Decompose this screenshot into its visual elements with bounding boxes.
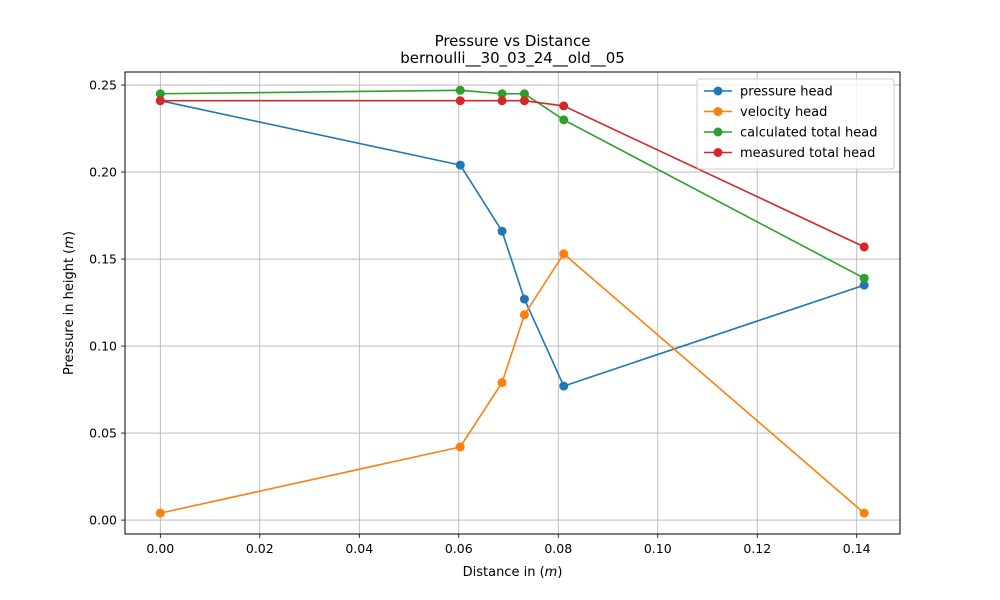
data-point-pressure-head <box>519 294 529 304</box>
y-tick-label: 0.10 <box>89 339 117 354</box>
x-tick-label: 0.10 <box>644 541 672 556</box>
legend-marker-pressure-head <box>713 86 723 96</box>
data-point-velocity-head <box>859 508 869 518</box>
series-line-calculated-total-head <box>160 89 865 279</box>
y-axis-label-end: ) <box>62 231 77 236</box>
y-tick-label: 0.15 <box>89 252 117 267</box>
legend-marker-measured-total-head <box>713 148 723 157</box>
chart-subtitle: bernoulli__30_03_24__old__05 <box>400 49 625 68</box>
x-axis-label-var: m <box>545 565 558 580</box>
x-axis-ticks: 0.00 0.02 0.04 0.06 0.08 0.10 0.12 0.14 <box>146 534 871 556</box>
data-point-measured-total-head <box>455 96 465 106</box>
y-tick-label: 0.00 <box>89 513 117 528</box>
legend-box <box>696 78 895 170</box>
series-velocity-head <box>155 249 869 518</box>
data-point-velocity-head <box>155 508 165 518</box>
series-line-measured-total-head <box>160 99 865 248</box>
x-tick-label: 0.04 <box>345 541 373 556</box>
legend-label-velocity-head: velocity head <box>740 105 827 120</box>
data-point-velocity-head <box>519 310 529 320</box>
data-point-calculated-total-head <box>519 89 529 99</box>
data-point-measured-total-head <box>519 96 529 106</box>
data-point-calculated-total-head <box>859 273 869 283</box>
data-point-measured-total-head <box>155 96 165 106</box>
plot-area <box>124 71 901 535</box>
y-axis-label-var: m <box>62 236 77 249</box>
x-tick-label: 0.12 <box>743 541 771 556</box>
data-point-velocity-head <box>455 442 465 452</box>
y-axis-label-text: Pressure in height ( <box>62 249 77 375</box>
x-tick-label: 0.02 <box>246 541 274 556</box>
x-axis-label: Distance in (m) <box>463 565 563 580</box>
legend-marker-calculated-total-head <box>713 127 723 137</box>
series-line-velocity-head <box>160 253 865 514</box>
data-point-calculated-total-head <box>155 89 165 99</box>
x-tick-label: 0.00 <box>146 541 174 556</box>
legend-label-calculated-total-head: calculated total head <box>740 126 877 141</box>
chart-title: Pressure vs Distance <box>435 32 591 50</box>
series-line-pressure-head <box>160 99 865 387</box>
x-axis-label-end: ) <box>557 565 562 580</box>
data-point-measured-total-head <box>559 101 569 111</box>
legend-label-measured-total-head: measured total head <box>740 146 875 161</box>
legend-marker-velocity-head <box>713 107 723 116</box>
series-calculated-total-head <box>155 85 869 283</box>
data-point-pressure-head <box>859 280 869 290</box>
y-tick-label: 0.20 <box>89 165 117 180</box>
data-point-velocity-head <box>497 378 507 388</box>
y-tick-label: 0.05 <box>89 426 117 441</box>
data-point-measured-total-head <box>859 242 869 252</box>
y-tick-label: 0.25 <box>89 78 117 93</box>
series-pressure-head <box>155 96 869 391</box>
data-point-measured-total-head <box>497 96 507 106</box>
data-point-calculated-total-head <box>497 89 507 99</box>
y-axis-ticks: 0.00 0.05 0.10 0.15 0.20 0.25 <box>89 78 125 528</box>
y-axis-label: Pressure in height (m) <box>62 231 77 375</box>
series-layer <box>155 85 869 518</box>
data-point-pressure-head <box>559 381 569 391</box>
data-point-pressure-head <box>497 226 507 236</box>
data-point-velocity-head <box>559 249 569 259</box>
legend-label-pressure-head: pressure head <box>740 85 833 100</box>
data-point-calculated-total-head <box>559 115 569 125</box>
x-tick-label: 0.08 <box>544 541 572 556</box>
legend: pressure head velocity head calculated tot… <box>696 78 895 170</box>
x-tick-label: 0.06 <box>445 541 473 556</box>
data-point-pressure-head <box>455 160 465 170</box>
data-point-calculated-total-head <box>455 85 465 95</box>
series-measured-total-head <box>155 96 869 252</box>
x-tick-label: 0.14 <box>843 541 871 556</box>
x-axis-label-text: Distance in ( <box>463 565 545 580</box>
